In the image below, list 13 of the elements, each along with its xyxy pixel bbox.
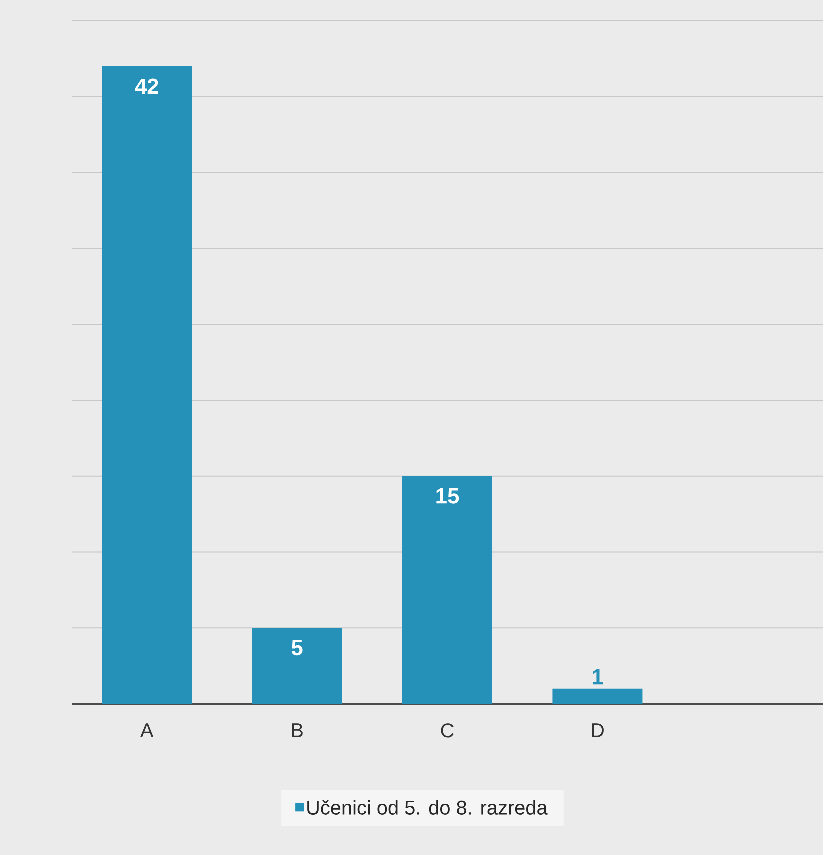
bar bbox=[102, 66, 192, 704]
bar bbox=[552, 688, 643, 704]
bar bbox=[252, 628, 342, 704]
x-tick-label: B bbox=[292, 724, 303, 738]
data-label: 5 bbox=[292, 640, 303, 656]
legend-label: Učenici od 5. do 8. razreda bbox=[308, 800, 548, 815]
bar bbox=[402, 476, 493, 704]
data-label: 42 bbox=[135, 78, 158, 94]
data-label: 1 bbox=[592, 670, 604, 685]
x-tick-label: D bbox=[592, 724, 604, 738]
x-tick-label: C bbox=[441, 724, 454, 738]
x-tick-label: A bbox=[140, 724, 154, 738]
data-label: 15 bbox=[436, 488, 460, 504]
